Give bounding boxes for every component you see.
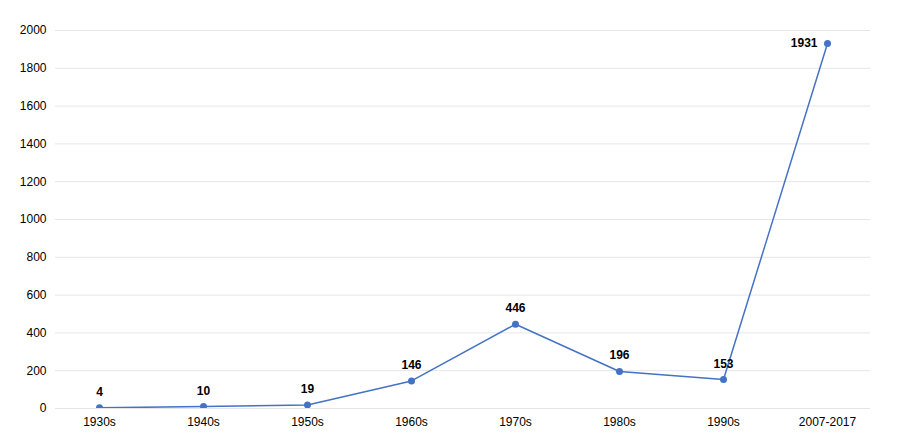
svg-text:1200: 1200	[20, 175, 47, 189]
svg-text:1600: 1600	[20, 99, 47, 113]
svg-text:196: 196	[609, 348, 629, 362]
svg-text:1980s: 1980s	[603, 415, 636, 429]
svg-text:1940s: 1940s	[187, 415, 220, 429]
svg-text:0: 0	[40, 401, 47, 415]
svg-text:153: 153	[713, 357, 733, 371]
svg-text:2007-2017: 2007-2017	[799, 415, 857, 429]
svg-text:1960s: 1960s	[395, 415, 428, 429]
svg-text:1990s: 1990s	[707, 415, 740, 429]
svg-text:4: 4	[96, 385, 103, 399]
svg-text:446: 446	[505, 301, 525, 315]
svg-text:146: 146	[401, 358, 421, 372]
svg-text:2000: 2000	[20, 23, 47, 37]
svg-text:1931: 1931	[791, 36, 818, 50]
svg-text:600: 600	[26, 288, 46, 302]
svg-text:800: 800	[26, 250, 46, 264]
svg-text:1800: 1800	[20, 61, 47, 75]
svg-text:1000: 1000	[20, 212, 47, 226]
svg-text:19: 19	[301, 382, 315, 396]
svg-text:1400: 1400	[20, 137, 47, 151]
svg-text:400: 400	[26, 326, 46, 340]
svg-text:10: 10	[197, 384, 211, 398]
svg-text:1930s: 1930s	[83, 415, 116, 429]
svg-text:1950s: 1950s	[291, 415, 324, 429]
svg-text:200: 200	[26, 364, 46, 378]
svg-text:1970s: 1970s	[499, 415, 532, 429]
